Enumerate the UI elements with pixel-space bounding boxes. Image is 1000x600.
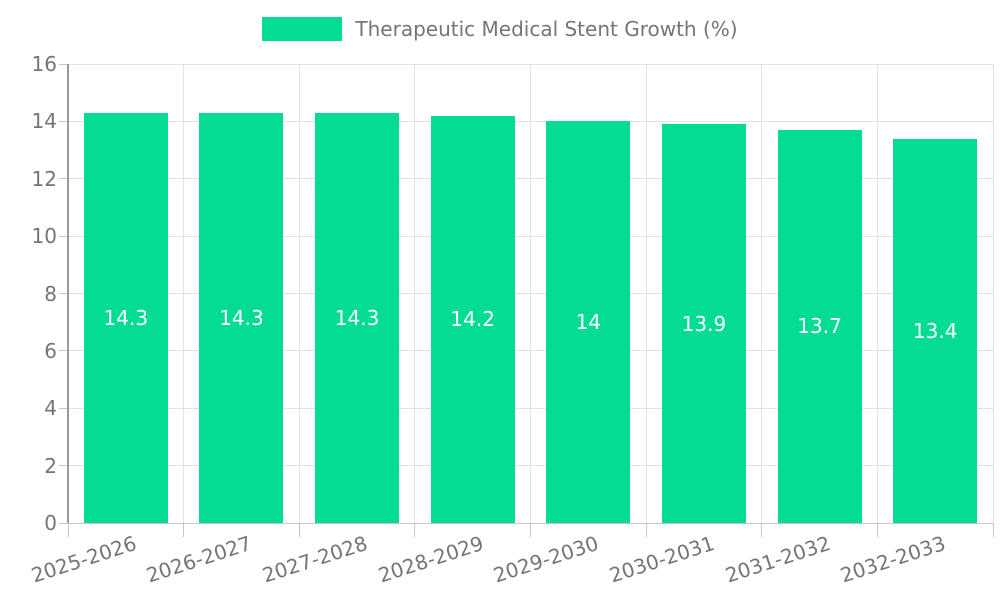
x-axis-category-label: 2030-2031 <box>606 531 718 588</box>
legend-swatch <box>262 17 343 41</box>
y-axis-tick-mark <box>59 465 68 467</box>
gridline-vertical <box>761 64 763 523</box>
x-axis-tick-mark <box>183 523 185 537</box>
y-axis-tick-label: 14 <box>31 109 57 134</box>
y-axis-tick-mark <box>59 120 68 122</box>
x-axis-category-label: 2032-2033 <box>837 531 949 588</box>
y-axis-tick-mark <box>59 293 68 294</box>
y-axis-tick-label: 2 <box>44 453 57 478</box>
x-axis-tick-mark <box>530 523 531 537</box>
legend-label: Therapeutic Medical Stent Growth (%) <box>355 17 738 41</box>
y-axis-tick-mark <box>59 235 68 237</box>
x-axis-tick-mark <box>876 523 878 537</box>
gridline-vertical <box>183 64 185 523</box>
y-axis-tick-mark <box>59 350 68 352</box>
y-axis-tick-label: 12 <box>31 166 57 191</box>
bar-2027-2028[interactable] <box>315 112 400 523</box>
y-axis-tick-label: 6 <box>44 338 57 363</box>
y-axis-tick-label: 0 <box>44 511 57 535</box>
y-axis-tick-label: 10 <box>31 224 57 249</box>
bar-2030-2031[interactable] <box>661 124 746 523</box>
y-axis-tick-label: 16 <box>31 52 57 76</box>
bar-2029-2030[interactable] <box>546 121 631 523</box>
legend-item[interactable]: Therapeutic Medical Stent Growth (%) <box>0 17 1000 41</box>
gridline-vertical <box>645 64 647 523</box>
y-axis-tick-mark <box>59 522 68 524</box>
x-axis-category-label: 2029-2030 <box>490 531 602 588</box>
y-axis-tick-mark <box>59 407 68 409</box>
x-axis-tick-mark <box>761 523 763 537</box>
x-axis-category-label: 2028-2029 <box>375 531 487 588</box>
y-axis-tick-label: 4 <box>44 396 57 421</box>
x-axis-category-label: 2027-2028 <box>259 531 371 588</box>
x-axis-tick-mark <box>414 523 416 537</box>
bar-2028-2029[interactable] <box>430 115 515 523</box>
bar-2025-2026[interactable] <box>83 112 168 523</box>
x-axis-category-label: 2031-2032 <box>721 531 833 588</box>
gridline-vertical <box>414 64 416 523</box>
x-axis-tick-mark <box>67 523 69 537</box>
y-axis-tick-mark <box>59 178 68 180</box>
x-axis-tick-mark <box>992 523 994 537</box>
gridline-vertical <box>992 64 994 523</box>
y-axis-tick-label: 8 <box>44 281 57 306</box>
x-axis-tick-mark <box>645 523 647 537</box>
y-axis-tick-mark <box>59 63 68 65</box>
x-axis-category-label: 2025-2026 <box>28 531 140 588</box>
bar-2031-2032[interactable] <box>777 129 862 523</box>
bar-2026-2027[interactable] <box>199 112 284 523</box>
gridline-vertical <box>530 64 531 523</box>
x-axis-category-label: 2026-2027 <box>143 531 255 588</box>
bar-2032-2033[interactable] <box>893 138 978 523</box>
x-axis-tick-mark <box>298 523 300 537</box>
gridline-vertical <box>876 64 878 523</box>
y-axis-line <box>67 64 69 523</box>
gridline-vertical <box>298 64 300 523</box>
